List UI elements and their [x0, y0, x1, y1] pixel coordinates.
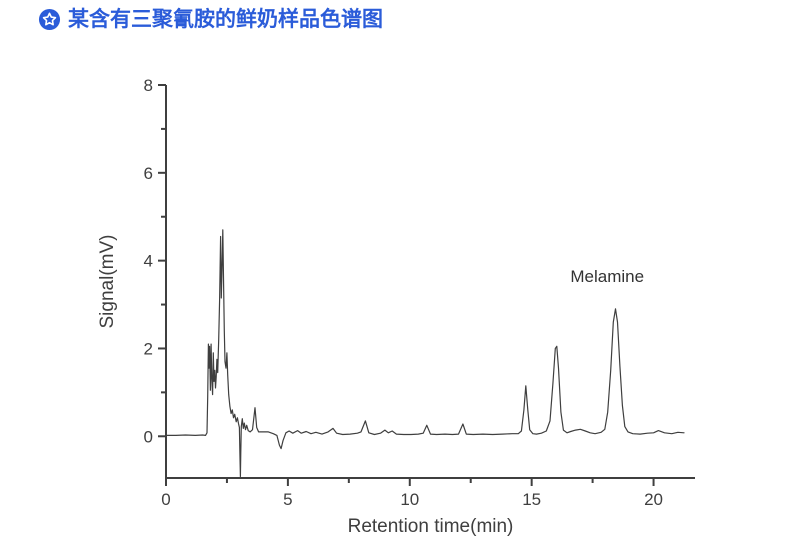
y-tick-label: 4	[144, 252, 153, 271]
x-tick-label: 5	[283, 490, 292, 509]
page-title-row: 某含有三聚氰胺的鲜奶样品色谱图	[38, 6, 383, 33]
y-tick-label: 6	[144, 164, 153, 183]
page-title: 某含有三聚氰胺的鲜奶样品色谱图	[68, 8, 383, 31]
y-tick-label: 8	[144, 76, 153, 95]
x-tick-label: 10	[400, 490, 419, 509]
chromatogram-trace	[165, 229, 685, 478]
x-axis-label: Retention time(min)	[348, 516, 514, 537]
melamine-annotation: Melamine	[570, 267, 644, 286]
x-tick-label: 0	[161, 490, 170, 509]
y-tick-label: 2	[144, 339, 153, 358]
x-tick-label: 15	[522, 490, 541, 509]
y-axis-label: Signal(mV)	[97, 235, 118, 329]
x-tick-label: 20	[644, 490, 663, 509]
y-tick-label: 0	[144, 427, 153, 446]
star-in-circle-icon	[38, 8, 61, 31]
